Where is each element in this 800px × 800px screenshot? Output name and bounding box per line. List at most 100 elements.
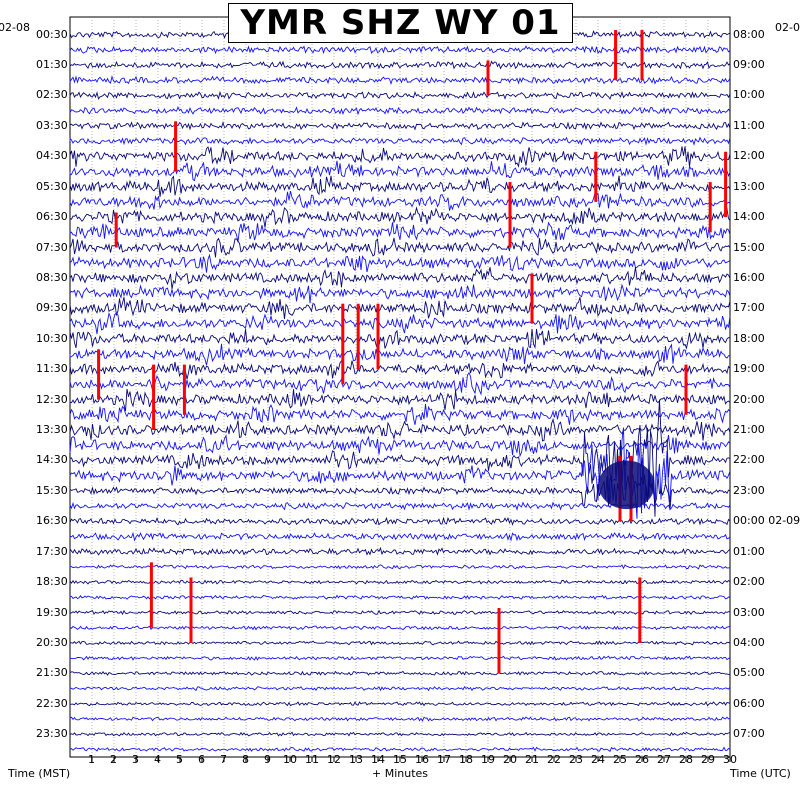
seismic-trace bbox=[69, 388, 731, 412]
right-time-label: 07:00 bbox=[733, 727, 765, 741]
x-tick-label: 28 bbox=[679, 753, 693, 766]
x-tick-label: 4 bbox=[154, 753, 161, 766]
x-tick-label: 6 bbox=[198, 753, 205, 766]
seismic-trace bbox=[69, 731, 731, 737]
left-time-label: 14:30 bbox=[36, 453, 68, 467]
seismic-trace bbox=[69, 434, 731, 458]
x-tick-label: 9 bbox=[264, 753, 271, 766]
x-tick-label: 22 bbox=[547, 753, 561, 766]
left-time-label: 01:30 bbox=[36, 58, 68, 72]
x-tick-label: 10 bbox=[283, 753, 297, 766]
seismic-trace bbox=[69, 75, 731, 86]
right-axis-label: Time (UTC) bbox=[730, 767, 791, 780]
seismic-trace bbox=[69, 206, 731, 228]
x-tick-label: 23 bbox=[569, 753, 583, 766]
x-tick-label: 13 bbox=[349, 753, 363, 766]
seismic-trace bbox=[69, 546, 731, 556]
right-time-label: 15:00 bbox=[733, 240, 765, 254]
seismic-trace bbox=[69, 90, 731, 100]
right-time-label: 00:00 02-09 bbox=[733, 514, 800, 528]
left-time-label: 11:30 bbox=[36, 362, 68, 376]
right-time-label: 04:00 bbox=[733, 635, 765, 649]
x-tick-label: 12 bbox=[327, 753, 341, 766]
date-right-top-label: 02-08 bbox=[775, 21, 800, 34]
x-tick-label: 29 bbox=[701, 753, 715, 766]
right-time-label: 05:00 bbox=[733, 666, 765, 680]
seismic-trace bbox=[69, 531, 731, 542]
left-time-label: 08:30 bbox=[36, 270, 68, 284]
seismic-trace bbox=[69, 594, 731, 600]
x-tick-label: 15 bbox=[393, 753, 407, 766]
right-time-label: 08:00 bbox=[733, 27, 765, 41]
seismic-trace bbox=[69, 221, 731, 243]
chart-title-box: YMR SHZ WY 01 bbox=[228, 3, 573, 43]
seismic-trace bbox=[69, 640, 731, 646]
right-time-label: 17:00 bbox=[733, 301, 765, 315]
seismic-trace bbox=[69, 237, 731, 258]
seismic-trace bbox=[69, 328, 731, 351]
left-time-label: 13:30 bbox=[36, 423, 68, 437]
seismic-trace bbox=[69, 670, 731, 676]
seismic-trace bbox=[69, 625, 731, 631]
right-time-label: 22:00 bbox=[733, 453, 765, 467]
right-time-label: 01:00 bbox=[733, 544, 765, 558]
x-tick-label: 24 bbox=[591, 753, 605, 766]
x-tick-label: 18 bbox=[459, 753, 473, 766]
seismic-trace bbox=[69, 403, 731, 425]
seismic-trace bbox=[69, 160, 731, 182]
seismic-trace bbox=[69, 686, 731, 692]
seismic-trace bbox=[69, 45, 731, 55]
left-time-label: 15:30 bbox=[36, 483, 68, 497]
seismic-trace bbox=[69, 297, 731, 319]
seismic-trace bbox=[69, 655, 731, 661]
seismic-trace bbox=[69, 60, 731, 70]
left-time-label: 20:30 bbox=[36, 635, 68, 649]
seismic-trace bbox=[69, 579, 731, 585]
right-time-label: 10:00 bbox=[733, 88, 765, 102]
right-time-label: 23:00 bbox=[733, 483, 765, 497]
seismic-trace bbox=[69, 283, 731, 304]
right-time-label: 16:00 bbox=[733, 270, 765, 284]
left-time-label: 00:30 bbox=[36, 27, 68, 41]
x-tick-label: 11 bbox=[305, 753, 319, 766]
left-time-label: 07:30 bbox=[36, 240, 68, 254]
right-time-label: 19:00 bbox=[733, 362, 765, 376]
x-tick-label: 7 bbox=[220, 753, 227, 766]
x-tick-label: 16 bbox=[415, 753, 429, 766]
right-time-label: 11:00 bbox=[733, 118, 765, 132]
right-time-label: 14:00 bbox=[733, 210, 765, 224]
left-time-label: 09:30 bbox=[36, 301, 68, 315]
x-tick-label: 3 bbox=[132, 753, 139, 766]
x-tick-label: 2 bbox=[110, 753, 117, 766]
right-time-label: 02:00 bbox=[733, 575, 765, 589]
left-time-label: 06:30 bbox=[36, 210, 68, 224]
x-tick-label: 1 bbox=[88, 753, 95, 766]
left-time-label: 12:30 bbox=[36, 392, 68, 406]
seismic-trace bbox=[69, 106, 731, 116]
seismic-trace bbox=[69, 343, 731, 366]
seismic-trace bbox=[69, 146, 731, 168]
seismic-trace bbox=[69, 371, 731, 396]
x-tick-label: 5 bbox=[176, 753, 183, 766]
left-time-label: 10:30 bbox=[36, 331, 68, 345]
seismic-trace bbox=[69, 746, 731, 752]
x-tick-label: 21 bbox=[525, 753, 539, 766]
left-time-label: 22:30 bbox=[36, 696, 68, 710]
left-time-label: 21:30 bbox=[36, 666, 68, 680]
x-tick-label: 20 bbox=[503, 753, 517, 766]
seismic-trace bbox=[69, 267, 731, 290]
seismic-trace bbox=[69, 311, 731, 335]
right-time-label: 20:00 bbox=[733, 392, 765, 406]
x-tick-label: 8 bbox=[242, 753, 249, 766]
x-tick-label: 19 bbox=[481, 753, 495, 766]
seismic-trace bbox=[69, 190, 731, 211]
left-time-label: 02:30 bbox=[36, 88, 68, 102]
seismic-trace bbox=[69, 175, 731, 197]
left-time-label: 23:30 bbox=[36, 727, 68, 741]
right-time-label: 03:00 bbox=[733, 605, 765, 619]
left-time-label: 17:30 bbox=[36, 544, 68, 558]
date-left-label: 02-08 bbox=[0, 21, 30, 34]
right-time-label: 06:00 bbox=[733, 696, 765, 710]
seismic-trace bbox=[69, 359, 731, 380]
